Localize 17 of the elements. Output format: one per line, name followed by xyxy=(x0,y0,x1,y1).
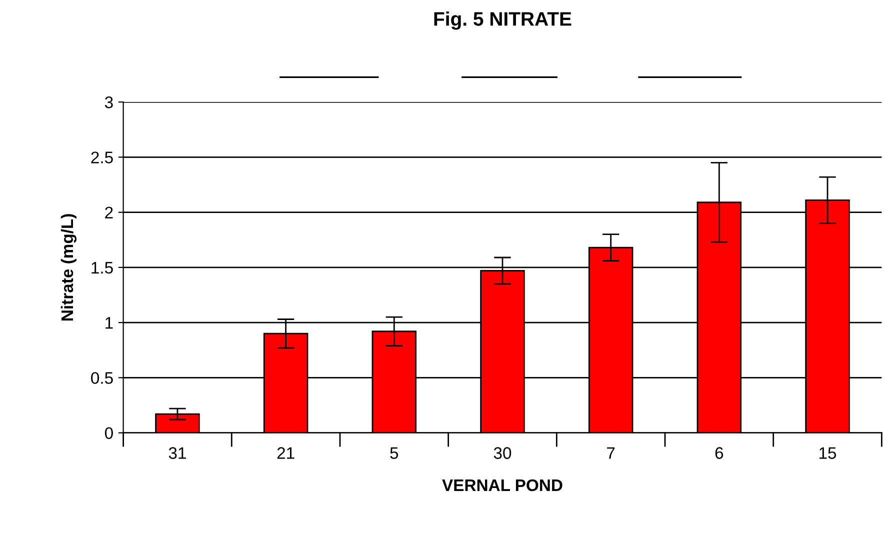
x-tick-label: 6 xyxy=(715,447,724,459)
y-tick-label: 2.5 xyxy=(91,152,113,164)
x-tick-label: 7 xyxy=(607,447,615,459)
y-tick-label: 0.5 xyxy=(91,372,113,384)
y-tick-label: 3 xyxy=(104,96,113,108)
x-tick-label: 15 xyxy=(820,447,836,459)
x-axis-title: VERNAL POND xyxy=(442,479,562,492)
y-tick-label: 0 xyxy=(104,427,113,440)
y-tick-label: 1.5 xyxy=(92,262,113,274)
chart-title: Fig. 5 NITRATE xyxy=(434,12,572,30)
x-tick-label: 30 xyxy=(494,447,512,459)
y-tick-label: 1 xyxy=(106,317,113,329)
y-axis-title: Nitrate (mg/L) xyxy=(60,214,77,320)
x-tick-label: 21 xyxy=(277,447,294,459)
x-tick-label: 5 xyxy=(390,447,398,459)
x-tick-label: 31 xyxy=(168,447,186,459)
y-tick-label: 2 xyxy=(105,206,113,218)
